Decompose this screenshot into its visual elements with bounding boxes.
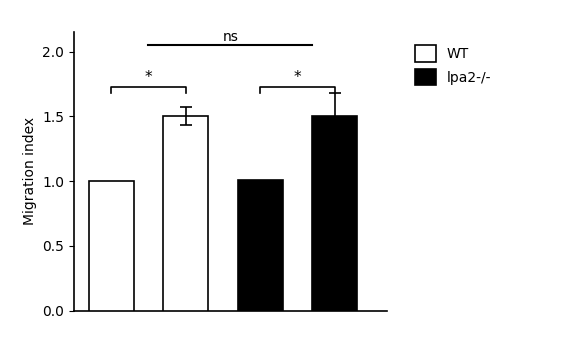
Text: ns: ns [222, 30, 238, 44]
Legend: WT, lpa2-/-: WT, lpa2-/- [410, 39, 497, 91]
Bar [312, 116, 357, 311]
Text: *: * [145, 70, 152, 85]
Y-axis label: Migration index: Migration index [23, 117, 36, 225]
Bar [238, 180, 283, 311]
Text: *: * [294, 70, 302, 85]
Bar [163, 116, 208, 311]
Bar [89, 181, 134, 311]
